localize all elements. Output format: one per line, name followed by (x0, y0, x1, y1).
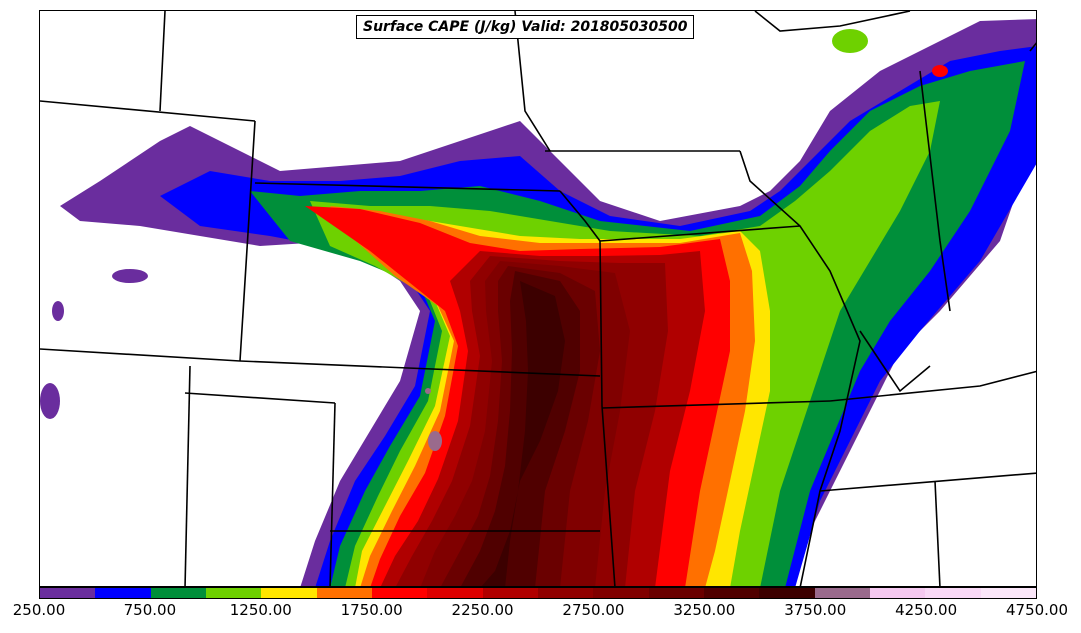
colorbar-tick-label: 250.00 (12, 601, 66, 619)
border-ia-mo (599, 225, 801, 242)
border-ky-tn (829, 370, 1036, 402)
border-nm-east (329, 402, 336, 586)
colorbar-tick-label: 4250.00 (895, 601, 958, 619)
cape-patch-nw-2 (52, 301, 64, 321)
cape-patch-nw-1 (112, 269, 148, 283)
colorbar-swatch (980, 588, 1036, 598)
border-il-ky (859, 330, 931, 393)
border-ms-al (934, 480, 941, 586)
border-il-in (919, 70, 951, 312)
cape-map (40, 11, 1036, 586)
colorbar-swatch (814, 588, 870, 598)
colorbar-tick-label: 3750.00 (784, 601, 847, 619)
border-ks-mo (599, 240, 603, 407)
border-mn-ia (514, 11, 551, 152)
colorbar-tick-label: 4750.00 (1005, 601, 1069, 619)
border-sd-west (239, 120, 256, 362)
cape-colorbar (39, 587, 1037, 599)
river-missouri (559, 190, 601, 242)
cape-patch-ne (832, 29, 868, 53)
colorbar-tick-label: 2250.00 (451, 601, 514, 619)
colorbar-tick-label: 2750.00 (562, 601, 625, 619)
colorbar-swatch (95, 588, 151, 598)
colorbar-swatch (759, 588, 815, 598)
border-ne-north (254, 182, 561, 192)
colorbar-tick-label: 750.00 (123, 601, 177, 619)
border-wy-co (40, 348, 241, 362)
cape-band-3500 (481, 281, 565, 586)
colorbar-swatch (205, 588, 262, 598)
colorbar-swatch (40, 588, 96, 598)
colorbar-swatch (427, 588, 483, 598)
border-north-dakota-south (40, 100, 256, 122)
colorbar-swatch (261, 588, 317, 598)
cape-patch-ne2 (932, 65, 948, 77)
map-panel (39, 10, 1037, 587)
colorbar-tick-label: 1250.00 (229, 601, 292, 619)
colorbar-swatch (316, 588, 372, 598)
border-ok-ar (601, 405, 616, 586)
state-boundary-layer (40, 11, 1036, 586)
map-title: Surface CAPE (J/kg) Valid: 201805030500 (356, 15, 695, 39)
colorbar-swatch (371, 588, 428, 598)
colorbar-tick-labels: 250.00 750.00 1250.00 1750.00 2250.00 2750.00… (0, 601, 1081, 623)
colorbar-swatch (482, 588, 538, 598)
cape-spot-3750b (425, 388, 431, 394)
border-mo-south (601, 400, 831, 409)
colorbar-swatch (593, 588, 649, 598)
cape-patch-w (40, 383, 60, 419)
colorbar-swatch (925, 588, 981, 598)
colorbar-swatch (150, 588, 206, 598)
river-mississippi (739, 150, 861, 586)
cape-spot-3750 (428, 431, 442, 451)
colorbar-tick-label: 3250.00 (673, 601, 736, 619)
border-co-south (184, 365, 191, 586)
colorbar-swatch (869, 588, 926, 598)
border-wi-mi (754, 11, 911, 32)
border-ne-south (239, 360, 601, 377)
colorbar-swatch (648, 588, 704, 598)
cape-contour-layer (40, 19, 1036, 586)
border-nm-north (184, 392, 336, 404)
colorbar-swatch (537, 588, 594, 598)
colorbar-tick-label: 1750.00 (340, 601, 403, 619)
border-mn-west (159, 11, 166, 112)
colorbar-swatch (703, 588, 760, 598)
border-in-oh (1029, 42, 1036, 52)
border-tn-south (819, 472, 1036, 492)
